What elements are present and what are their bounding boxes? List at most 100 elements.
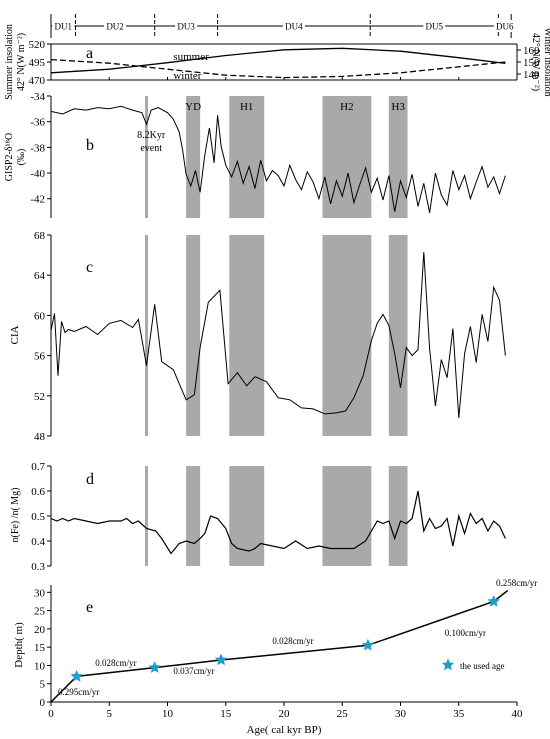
fe-mg-ylabel: n(Fe) /n( Mg) bbox=[10, 488, 21, 543]
y-tick-label: 56 bbox=[34, 351, 46, 363]
summer-insolation-unit: 42° N(W m⁻²) bbox=[16, 33, 27, 91]
y-tick-label: -42 bbox=[30, 194, 45, 206]
gisp2-d18o-panel: -34 -36 -38 -40 -42 YD H1 H2 H3 8.2Kyr event b GISP2… bbox=[4, 91, 506, 218]
unit-label: DU6 bbox=[496, 22, 514, 32]
unit-label-background bbox=[52, 20, 75, 32]
event-band-h1 bbox=[229, 96, 265, 218]
gisp2-d18o-line bbox=[50, 105, 506, 213]
event-8-2kyr-label-line2: event bbox=[140, 143, 162, 154]
y-tick-label: 15 bbox=[34, 642, 46, 654]
event-band-h2 bbox=[322, 96, 372, 218]
y-tick-label: 495 bbox=[29, 57, 46, 69]
y-tick-label: 140 bbox=[523, 69, 540, 81]
legend-label: the used age bbox=[460, 661, 504, 671]
unit-label: DU4 bbox=[285, 22, 303, 32]
y-tick-label: -36 bbox=[30, 117, 45, 129]
x-tick-label: 0 bbox=[48, 708, 54, 720]
age-xlabel: Age( cal kyr BP) bbox=[247, 724, 322, 736]
used-age-star bbox=[148, 660, 162, 674]
event-band-8-2-kyr bbox=[145, 235, 149, 436]
event-band-8-2-kyr bbox=[145, 96, 149, 218]
event-8-2kyr-label: 8.2Kyr bbox=[137, 130, 166, 141]
cia-ylabel: CIA bbox=[9, 325, 21, 344]
used-age-star bbox=[70, 669, 83, 682]
unit-label-background bbox=[493, 20, 516, 32]
unit-label-background bbox=[175, 20, 198, 32]
event-band-h3 bbox=[388, 466, 408, 566]
panel-letter-a: a bbox=[86, 45, 93, 62]
event-band-8-2-kyr bbox=[145, 466, 149, 566]
summer-insolation-ylabel: Summer insolation bbox=[4, 24, 15, 100]
x-tick-label: 10 bbox=[162, 708, 174, 720]
used-age-star bbox=[361, 638, 375, 651]
panel-letter-b: b bbox=[86, 137, 94, 154]
y-tick-label: 0.7 bbox=[31, 461, 45, 473]
event-band-h3 bbox=[388, 235, 408, 436]
x-tick-label: 25 bbox=[337, 708, 349, 720]
y-tick-label: -40 bbox=[30, 168, 45, 180]
unit-label-background bbox=[104, 20, 127, 32]
cia-line bbox=[50, 252, 506, 418]
panel-letter-d: d bbox=[86, 471, 94, 488]
gisp2-ylabel: GISP2-δ¹⁸O bbox=[4, 133, 15, 181]
y-tick-label: 160 bbox=[523, 45, 540, 57]
event-label-yd: YD bbox=[185, 101, 201, 113]
age-depth-panel: 30 25 20 15 10 5 00 5 10 15 20 25 30 35 40 0.295cm/yr 0.… bbox=[13, 578, 537, 736]
y-tick-label: 470 bbox=[29, 75, 46, 87]
y-tick-label: 52 bbox=[34, 391, 45, 403]
summer-series-label: summer bbox=[173, 51, 209, 63]
event-band-yd bbox=[186, 235, 201, 436]
used-age-star bbox=[487, 594, 501, 607]
x-tick-label: 15 bbox=[220, 708, 232, 720]
y-tick-label: -38 bbox=[30, 142, 45, 154]
x-tick-label: 35 bbox=[453, 708, 465, 720]
y-tick-label: 48 bbox=[34, 431, 46, 443]
depth-ylabel: Depth( m) bbox=[13, 622, 25, 668]
depositional-units-bar: DU1 DU2 DU3 DU4 DU5 DU6 bbox=[50, 14, 516, 38]
y-tick-label: 60 bbox=[34, 310, 46, 322]
y-tick-label: 5 bbox=[40, 679, 46, 691]
y-tick-label: 0.6 bbox=[31, 486, 45, 498]
y-tick-label: 520 bbox=[29, 39, 46, 51]
event-label-h2: H2 bbox=[340, 101, 353, 113]
summer-insolation-line bbox=[50, 47, 506, 74]
fe-mg-ratio-panel: 0.7 0.6 0.5 0.4 0.3 d n(Fe) /n( Mg) bbox=[10, 461, 506, 573]
sedimentation-rate-label: 0.028cm/yr bbox=[272, 636, 313, 646]
x-tick-label: 5 bbox=[107, 708, 113, 720]
y-tick-label: 0.5 bbox=[31, 511, 45, 523]
y-tick-label: 0 bbox=[40, 697, 46, 709]
y-tick-label: 64 bbox=[34, 270, 46, 282]
fe-mg-ratio-line bbox=[50, 490, 506, 555]
sedimentation-rate-label: 0.037cm/yr bbox=[173, 666, 214, 676]
event-band-h3 bbox=[388, 96, 408, 218]
x-tick-label: 40 bbox=[512, 708, 524, 720]
unit-label-background bbox=[282, 20, 305, 32]
x-tick-label: 30 bbox=[395, 708, 407, 720]
winter-insolation-line bbox=[50, 58, 506, 79]
unit-label: DU3 bbox=[177, 22, 195, 32]
y-tick-label: 0.3 bbox=[31, 561, 45, 573]
event-label-h1: H1 bbox=[240, 101, 253, 113]
y-tick-label: 68 bbox=[34, 230, 46, 242]
unit-label-background bbox=[423, 20, 446, 32]
event-band-h1 bbox=[229, 235, 265, 436]
legend-star-icon bbox=[441, 658, 455, 671]
event-band-h2 bbox=[322, 466, 372, 566]
event-band-h1 bbox=[229, 466, 265, 566]
event-label-h3: H3 bbox=[391, 101, 405, 113]
sedimentation-rate-label: 0.028cm/yr bbox=[95, 658, 136, 668]
unit-label: DU2 bbox=[106, 22, 124, 32]
y-tick-label: -34 bbox=[30, 91, 45, 103]
y-tick-label: 20 bbox=[34, 624, 46, 636]
cia-panel: 68 64 60 56 52 48 c CIA bbox=[9, 230, 506, 443]
sedimentation-rate-label: 0.100cm/yr bbox=[445, 628, 486, 638]
panel-letter-c: c bbox=[86, 259, 93, 276]
x-tick-label: 20 bbox=[279, 708, 291, 720]
event-band-yd bbox=[186, 466, 201, 566]
y-tick-label: 150 bbox=[523, 57, 540, 69]
used-age-star bbox=[214, 653, 228, 666]
sedimentation-rate-label: 0.295cm/yr bbox=[58, 687, 99, 697]
event-band-yd bbox=[186, 96, 201, 218]
